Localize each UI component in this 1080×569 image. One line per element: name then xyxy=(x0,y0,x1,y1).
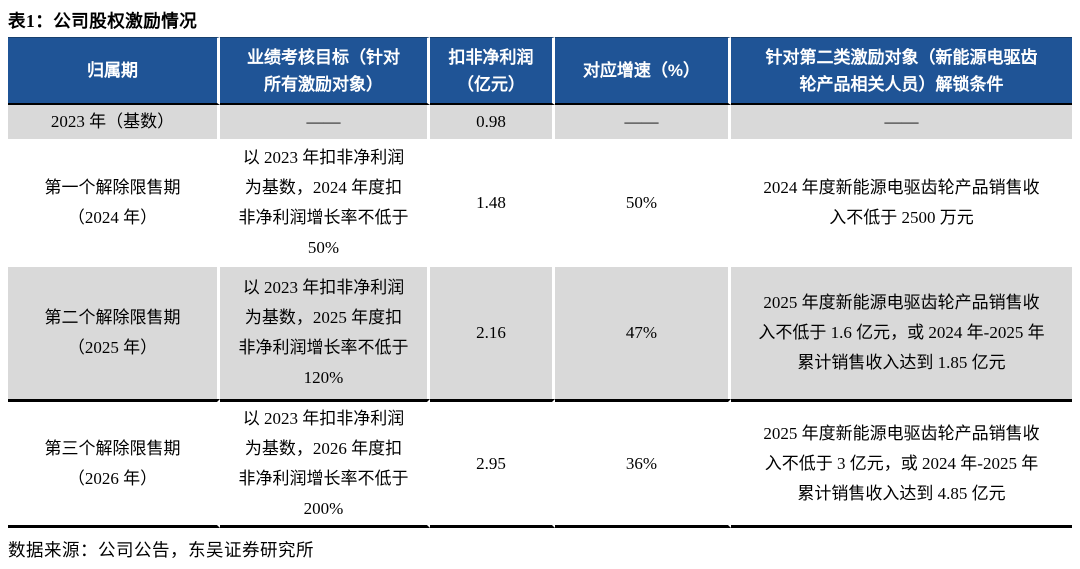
cell-profit: 1.48 xyxy=(430,139,555,267)
cell-period: 2023 年（基数） xyxy=(8,105,220,139)
table-row-2024: 第一个解除限售期 （2024 年） 以 2023 年扣非净利润 为基数，2024… xyxy=(8,139,1072,267)
header-cell-growth: 对应增速（%） xyxy=(555,37,731,105)
header-cell-period: 归属期 xyxy=(8,37,220,105)
cell-target: —— xyxy=(220,105,430,139)
header-cell-profit: 扣非净利润 （亿元） xyxy=(430,37,555,105)
cell-unlock: 2025 年度新能源电驱齿轮产品销售收 入不低于 3 亿元，或 2024 年-2… xyxy=(731,399,1072,528)
cell-period: 第一个解除限售期 （2024 年） xyxy=(8,139,220,267)
cell-target: 以 2023 年扣非净利润 为基数，2026 年度扣 非净利润增长率不低于 20… xyxy=(220,399,430,528)
table-title: 表1：公司股权激励情况 xyxy=(8,11,198,31)
equity-incentive-table: 归属期 业绩考核目标（针对 所有激励对象） 扣非净利润 （亿元） 对应增速（%）… xyxy=(8,37,1072,528)
cell-profit: 2.16 xyxy=(430,267,555,399)
table-row-2025: 第二个解除限售期 （2025 年） 以 2023 年扣非净利润 为基数，2025… xyxy=(8,267,1072,399)
data-source-note: 数据来源：公司公告，东吴证券研究所 xyxy=(8,540,314,560)
cell-unlock: 2025 年度新能源电驱齿轮产品销售收 入不低于 1.6 亿元，或 2024 年… xyxy=(731,267,1072,399)
header-cell-target: 业绩考核目标（针对 所有激励对象） xyxy=(220,37,430,105)
cell-target: 以 2023 年扣非净利润 为基数，2024 年度扣 非净利润增长率不低于 50… xyxy=(220,139,430,267)
cell-growth: 50% xyxy=(555,139,731,267)
table-row-2026: 第三个解除限售期 （2026 年） 以 2023 年扣非净利润 为基数，2026… xyxy=(8,399,1072,528)
table-body: 2023 年（基数） —— 0.98 —— —— 第一个解除限售期 （2024 … xyxy=(8,105,1072,528)
cell-profit: 0.98 xyxy=(430,105,555,139)
cell-growth: 36% xyxy=(555,399,731,528)
cell-unlock: 2024 年度新能源电驱齿轮产品销售收 入不低于 2500 万元 xyxy=(731,139,1072,267)
cell-period: 第三个解除限售期 （2026 年） xyxy=(8,399,220,528)
cell-profit: 2.95 xyxy=(430,399,555,528)
cell-unlock: —— xyxy=(731,105,1072,139)
header-row: 归属期 业绩考核目标（针对 所有激励对象） 扣非净利润 （亿元） 对应增速（%）… xyxy=(8,37,1072,105)
cell-target: 以 2023 年扣非净利润 为基数，2025 年度扣 非净利润增长率不低于 12… xyxy=(220,267,430,399)
header-cell-unlock: 针对第二类激励对象（新能源电驱齿 轮产品相关人员）解锁条件 xyxy=(731,37,1072,105)
cell-growth: —— xyxy=(555,105,731,139)
cell-period: 第二个解除限售期 （2025 年） xyxy=(8,267,220,399)
table-row-2023-base: 2023 年（基数） —— 0.98 —— —— xyxy=(8,105,1072,139)
cell-growth: 47% xyxy=(555,267,731,399)
table-header: 归属期 业绩考核目标（针对 所有激励对象） 扣非净利润 （亿元） 对应增速（%）… xyxy=(8,37,1072,105)
